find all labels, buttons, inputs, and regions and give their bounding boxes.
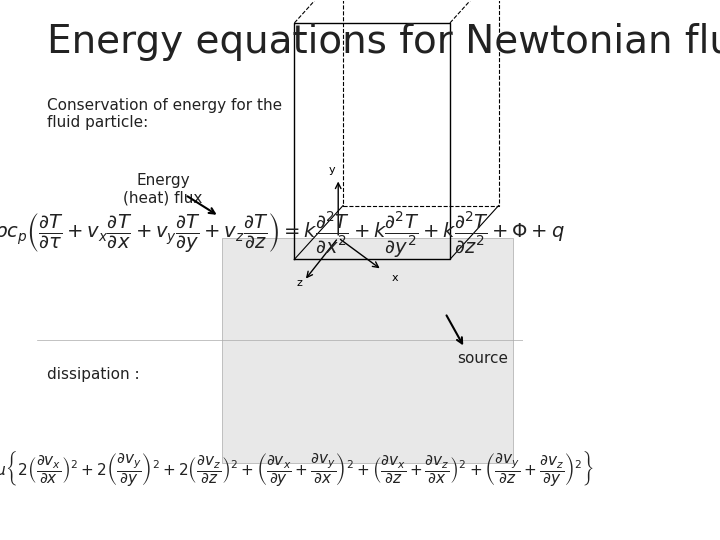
Text: Conservation of energy for the
fluid particle:: Conservation of energy for the fluid par…: [47, 98, 282, 131]
Text: Energy
(heat) flux: Energy (heat) flux: [124, 173, 203, 206]
FancyBboxPatch shape: [222, 238, 513, 463]
Text: source: source: [457, 351, 508, 366]
Text: dissipation :: dissipation :: [47, 367, 139, 382]
Text: $\Phi = \mu\left\{2\left(\dfrac{\partial v_x}{\partial x}\right)^2 + 2\left(\dfr: $\Phi = \mu\left\{2\left(\dfrac{\partial…: [0, 449, 594, 488]
Text: $\rho c_p \left(\dfrac{\partial T}{\partial \tau} + v_x \dfrac{\partial T}{\part: $\rho c_p \left(\dfrac{\partial T}{\part…: [0, 210, 565, 260]
Text: x: x: [392, 273, 398, 283]
Text: Energy equations for Newtonian fluids: Energy equations for Newtonian fluids: [47, 23, 720, 61]
Text: y: y: [328, 165, 335, 176]
Text: z: z: [297, 278, 302, 288]
